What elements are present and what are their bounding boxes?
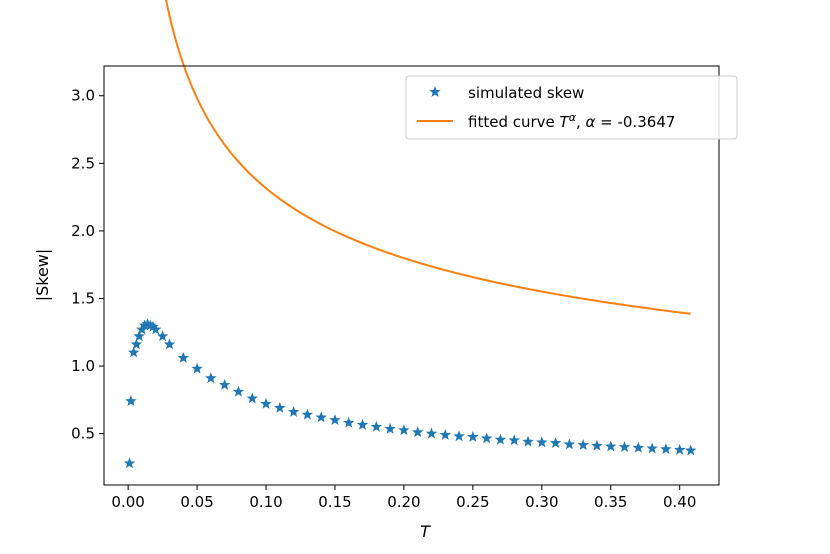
x-tick-label-6: 0.30 (525, 493, 558, 511)
scatter-point-50 (685, 444, 697, 456)
legend-line-label: fitted curve Tα, α = -0.3647 (468, 111, 675, 131)
y-tick-label-1: 1.0 (71, 357, 95, 375)
scatter-point-49 (673, 443, 686, 455)
x-tick-label-0: 0.00 (111, 493, 144, 511)
x-tick-label-1: 0.05 (180, 493, 213, 511)
scatter-point-1 (125, 395, 137, 407)
scatter-point-25 (343, 416, 355, 428)
legend-scatter-label: simulated skew (468, 84, 584, 102)
scatter-point-4 (133, 330, 145, 342)
scatter-series (123, 318, 697, 469)
scatter-point-18 (246, 392, 258, 404)
scatter-point-40 (549, 437, 562, 448)
scatter-point-47 (646, 442, 658, 454)
legend-line-label-alpha: α (586, 113, 596, 131)
y-axis-ticks: 0.5 1.0 1.5 2.0 2.5 3.0 (71, 87, 104, 443)
y-axis-label: |Skew| (33, 249, 52, 302)
scatter-point-0 (123, 457, 136, 469)
scatter-point-32 (439, 428, 451, 440)
y-tick-label-2: 1.5 (71, 289, 95, 307)
scatter-point-29 (398, 424, 410, 436)
scatter-point-3 (130, 338, 143, 350)
scatter-point-41 (563, 438, 576, 450)
scatter-point-42 (577, 439, 589, 450)
scatter-point-38 (522, 435, 534, 447)
scatter-point-48 (660, 443, 672, 455)
fitted-curve-series (165, 0, 691, 315)
x-tick-label-7: 0.35 (594, 493, 627, 511)
scatter-point-9 (147, 320, 159, 332)
scatter-point-6 (138, 319, 151, 331)
scatter-point-11 (156, 330, 169, 342)
scatter-point-24 (329, 414, 341, 425)
y-tick-label-0: 0.5 (71, 425, 95, 443)
scatter-point-33 (453, 430, 465, 442)
scatter-point-43 (591, 439, 603, 451)
scatter-point-23 (315, 411, 327, 423)
x-tick-label-5: 0.25 (456, 493, 489, 511)
legend-line-label-value: -0.3647 (618, 113, 676, 131)
axes-frame (103, 65, 720, 486)
scatter-point-15 (205, 372, 217, 384)
scatter-point-16 (218, 378, 231, 390)
scatter-point-21 (287, 406, 300, 417)
scatter-point-46 (632, 441, 645, 453)
scatter-point-44 (605, 440, 617, 452)
y-tick-label-3: 2.0 (71, 222, 95, 240)
scatter-point-27 (370, 420, 383, 432)
y-tick-label-4: 2.5 (71, 154, 95, 172)
scatter-point-26 (356, 418, 369, 430)
legend-line-label-prefix: fitted curve (468, 113, 560, 131)
scatter-point-12 (163, 338, 176, 350)
legend-star-marker (429, 86, 441, 97)
scatter-point-2 (127, 346, 140, 358)
scatter-point-45 (618, 441, 631, 453)
scatter-point-14 (191, 362, 203, 374)
scatter-point-37 (508, 434, 520, 446)
scatter-point-28 (384, 422, 396, 434)
legend-line-label-exponent: α (569, 111, 577, 124)
legend: simulated skew fitted curve Tα, α = -0.3… (405, 75, 738, 140)
legend-line-label-sep: , (576, 113, 586, 131)
x-axis-ticks: 0.00 0.05 0.10 0.15 0.20 0.25 0.30 0.35 0.40 (111, 485, 696, 511)
scatter-point-34 (467, 431, 479, 442)
legend-line-label-eq: = (595, 113, 617, 131)
scatter-point-31 (425, 427, 438, 439)
scatter-point-19 (260, 397, 272, 409)
scatter-point-22 (301, 408, 314, 420)
x-tick-label-2: 0.10 (249, 493, 282, 511)
scatter-point-39 (536, 436, 548, 448)
scatter-point-30 (412, 426, 424, 438)
fitted-curve-line (165, 0, 691, 315)
scatter-point-13 (177, 351, 189, 363)
scatter-point-17 (232, 385, 245, 397)
x-tick-label-8: 0.40 (663, 493, 696, 511)
x-axis-label: T (420, 522, 431, 541)
scatter-point-35 (480, 432, 493, 444)
legend-line-label-t: T (560, 113, 571, 131)
scatter-point-20 (274, 401, 286, 413)
scatter-point-36 (494, 433, 507, 445)
x-tick-label-3: 0.15 (318, 493, 351, 511)
legend-box (405, 75, 738, 140)
y-tick-label-5: 3.0 (71, 87, 95, 105)
x-tick-label-4: 0.20 (387, 493, 420, 511)
plot-area (123, 0, 697, 469)
scatter-point-10 (150, 323, 162, 335)
